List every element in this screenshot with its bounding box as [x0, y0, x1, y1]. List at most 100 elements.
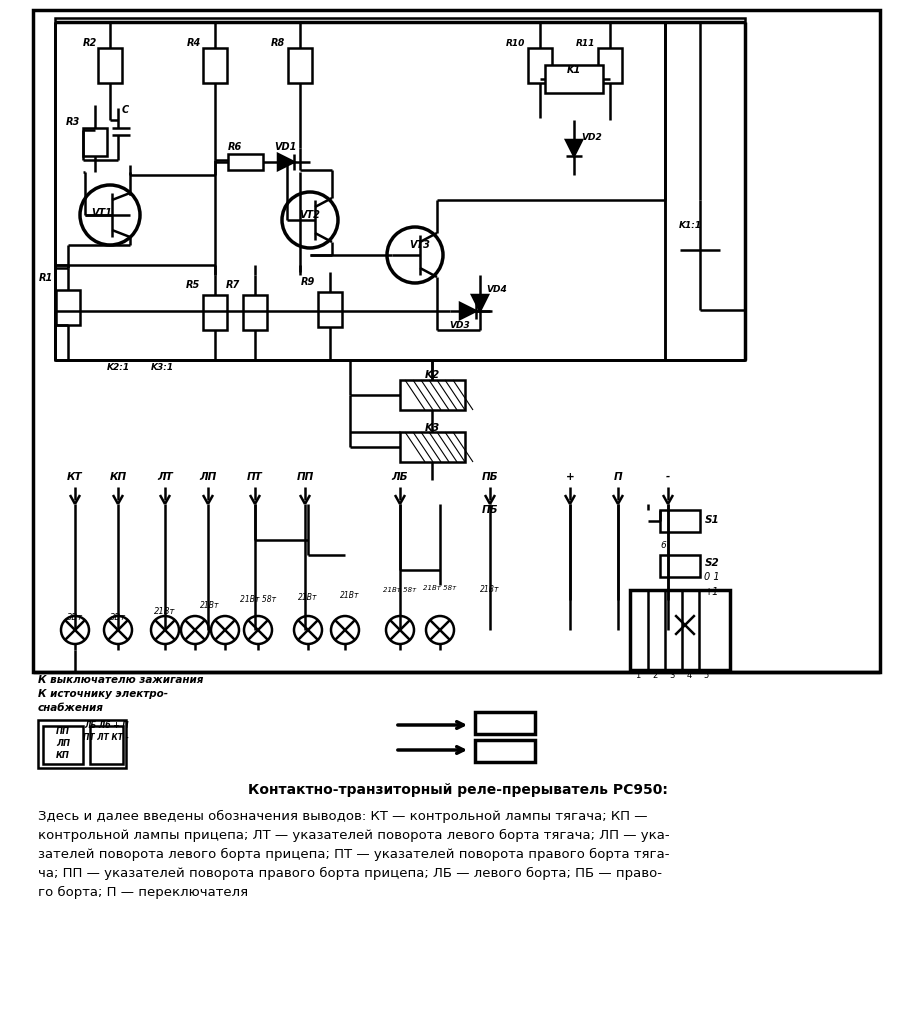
- Text: ЛБ: ЛБ: [392, 472, 408, 482]
- Text: ЛБ Лб + П: ЛБ Лб + П: [83, 721, 128, 731]
- Text: КП: КП: [109, 472, 127, 482]
- Text: VD3: VD3: [449, 321, 470, 329]
- Text: ча; ПП — указателей поворота правого борта прицепа; ЛБ — левого борта; ПБ — прав: ча; ПП — указателей поворота правого бор…: [38, 867, 662, 880]
- Bar: [203, 295, 227, 330]
- Circle shape: [386, 616, 414, 644]
- Bar: [43, 725, 83, 764]
- Text: K3: K3: [425, 423, 439, 433]
- Text: VT1: VT1: [92, 208, 113, 218]
- Text: ПТ: ПТ: [247, 472, 263, 482]
- Text: 3Вт: 3Вт: [67, 613, 83, 622]
- Text: снабжения: снабжения: [38, 703, 104, 713]
- Text: ПБ: ПБ: [481, 472, 498, 482]
- Bar: [318, 292, 342, 327]
- Text: ПБ: ПБ: [481, 505, 498, 515]
- Text: 6: 6: [660, 541, 666, 549]
- Text: R8: R8: [271, 38, 285, 49]
- Bar: [475, 712, 535, 734]
- Circle shape: [104, 616, 132, 644]
- Bar: [400, 432, 465, 462]
- Text: R3: R3: [66, 117, 80, 127]
- Text: 21Вт 58т: 21Вт 58т: [240, 595, 276, 605]
- Text: 1: 1: [635, 672, 641, 680]
- Text: 21Вт 58т: 21Вт 58т: [383, 587, 416, 593]
- Text: ПП: ПП: [56, 728, 70, 737]
- Text: VD1: VD1: [274, 142, 296, 152]
- Bar: [33, 10, 880, 672]
- Circle shape: [211, 616, 239, 644]
- Text: 21Вт 58т: 21Вт 58т: [424, 585, 457, 591]
- Circle shape: [387, 227, 443, 283]
- Text: П: П: [613, 472, 623, 482]
- Bar: [630, 590, 730, 670]
- Circle shape: [181, 616, 209, 644]
- Text: контрольной лампы прицепа; ЛТ — указателей поворота левого борта тягача; ЛП — ук: контрольной лампы прицепа; ЛТ — указател…: [38, 829, 669, 842]
- Text: 4: 4: [687, 672, 691, 680]
- Circle shape: [426, 616, 454, 644]
- Text: Здесь и далее введены обозначения выводов: КТ — контрольной лампы тягача; КП —: Здесь и далее введены обозначения выводо…: [38, 810, 647, 824]
- Text: 21Вт: 21Вт: [298, 593, 318, 603]
- Bar: [55, 18, 745, 360]
- Text: 21Вт: 21Вт: [340, 590, 359, 600]
- Text: КТ: КТ: [67, 472, 83, 482]
- Text: ЛТ: ЛТ: [157, 472, 173, 482]
- Circle shape: [671, 611, 699, 639]
- Text: +1: +1: [705, 587, 719, 596]
- Bar: [90, 725, 123, 764]
- Text: 5: 5: [703, 672, 709, 680]
- Text: R5: R5: [186, 280, 200, 290]
- Text: K1:1: K1:1: [679, 221, 702, 229]
- Text: R1: R1: [39, 273, 53, 283]
- Text: R2: R2: [83, 38, 97, 49]
- Bar: [98, 49, 122, 83]
- Text: 3: 3: [669, 672, 675, 680]
- Text: 3Вт: 3Вт: [110, 613, 126, 622]
- Text: K2: K2: [425, 370, 439, 380]
- Text: VT2: VT2: [300, 209, 320, 220]
- Text: VD2: VD2: [581, 133, 602, 142]
- Text: зателей поворота левого борта прицепа; ПТ — указателей поворота правого борта тя: зателей поворота левого борта прицепа; П…: [38, 848, 669, 861]
- Text: K3:1: K3:1: [150, 363, 173, 373]
- Text: -: -: [666, 472, 670, 482]
- Text: ЛП: ЛП: [56, 740, 70, 748]
- Text: 21Вт: 21Вт: [481, 585, 500, 594]
- Bar: [203, 49, 227, 83]
- Text: К выключателю зажигания: К выключателю зажигания: [38, 675, 204, 685]
- Circle shape: [294, 616, 322, 644]
- Text: ЛП: ЛП: [199, 472, 216, 482]
- Text: R11: R11: [576, 38, 595, 47]
- Bar: [475, 740, 535, 762]
- Bar: [545, 65, 603, 93]
- Bar: [38, 720, 126, 768]
- Text: Контактно-транзиторный реле-прерыватель РС950:: Контактно-транзиторный реле-прерыватель …: [249, 783, 668, 797]
- Text: K1: K1: [567, 65, 581, 75]
- Circle shape: [331, 616, 359, 644]
- Polygon shape: [460, 303, 476, 319]
- Bar: [660, 555, 700, 577]
- Polygon shape: [566, 140, 582, 156]
- Bar: [400, 380, 465, 410]
- Circle shape: [151, 616, 179, 644]
- Polygon shape: [278, 154, 294, 170]
- Text: КП: КП: [56, 751, 70, 761]
- Bar: [598, 49, 622, 83]
- Circle shape: [61, 616, 89, 644]
- Bar: [528, 49, 552, 83]
- Text: R9: R9: [301, 277, 315, 287]
- Text: S1: S1: [704, 515, 719, 525]
- Bar: [56, 290, 80, 325]
- Text: S2: S2: [704, 558, 719, 568]
- Bar: [228, 154, 263, 170]
- Circle shape: [80, 185, 140, 245]
- Text: 0 1: 0 1: [704, 572, 720, 582]
- Text: 2: 2: [652, 672, 657, 680]
- Text: +: +: [566, 472, 574, 482]
- Text: R6: R6: [228, 142, 242, 152]
- Text: R10: R10: [505, 38, 525, 47]
- Text: VT3: VT3: [410, 240, 430, 250]
- Bar: [243, 295, 267, 330]
- Bar: [660, 510, 700, 533]
- Polygon shape: [472, 295, 488, 311]
- Bar: [288, 49, 312, 83]
- Text: K2:1: K2:1: [106, 363, 129, 373]
